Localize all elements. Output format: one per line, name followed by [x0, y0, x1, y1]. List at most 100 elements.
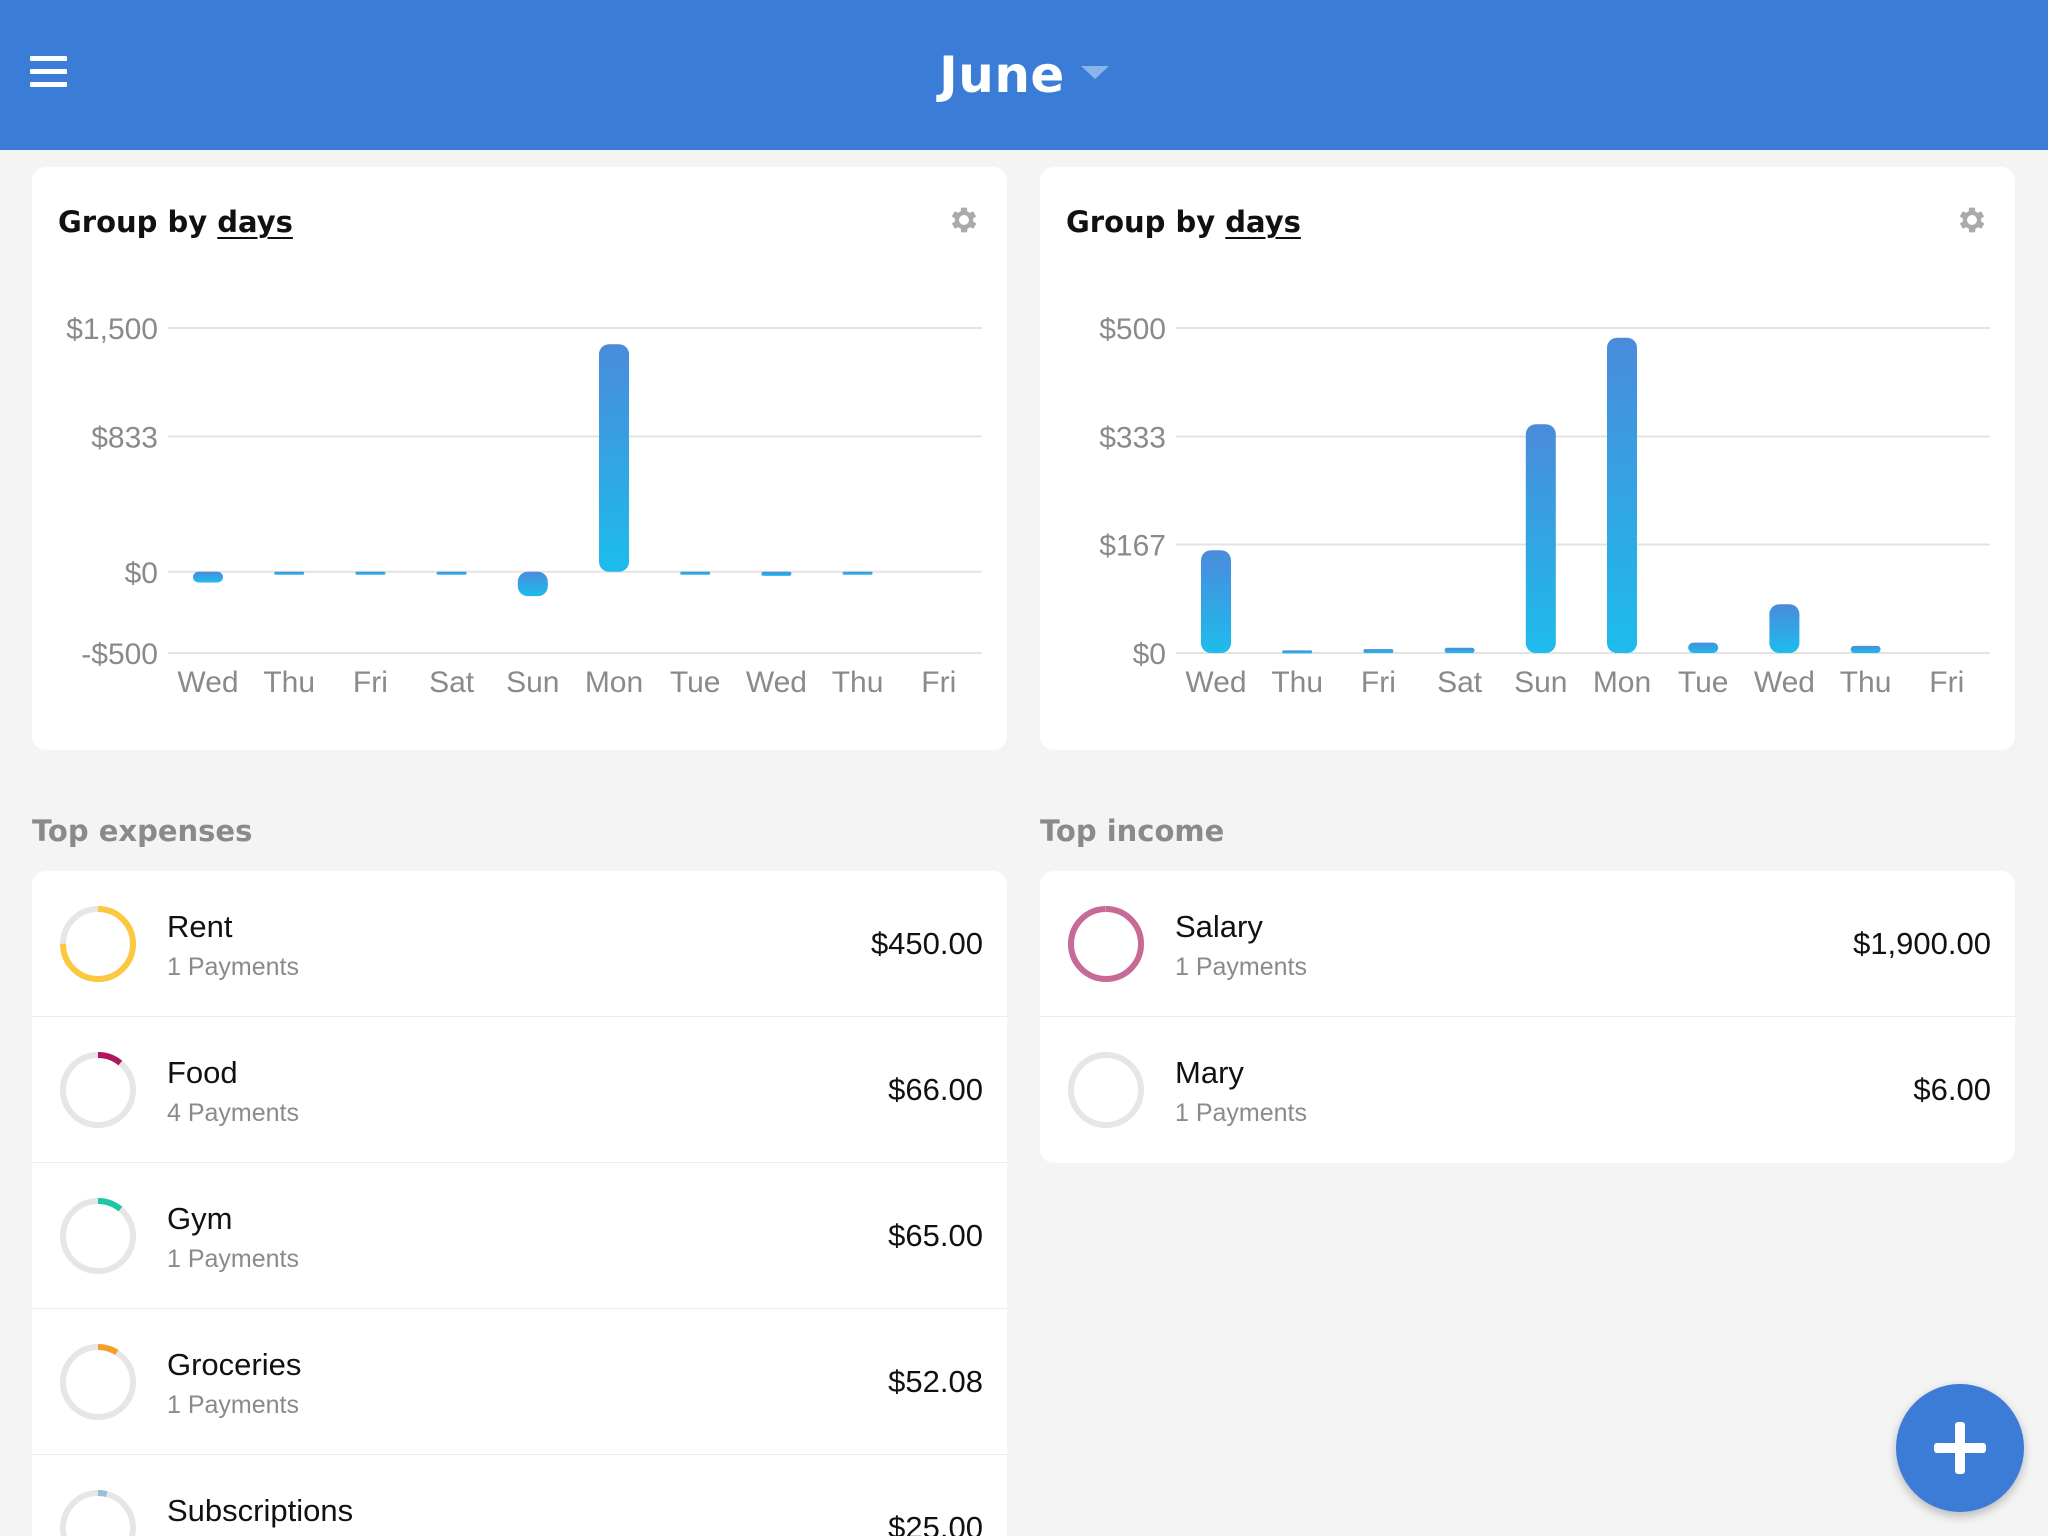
list-item-food[interactable]: Food 4 Payments $66.00: [32, 1017, 1007, 1163]
progress-ring-icon: [60, 1052, 136, 1128]
y-tick-label: $1,500: [66, 313, 158, 346]
chart-title-prefix: Group by: [1066, 205, 1226, 239]
expenses-list: Rent 1 Payments $450.00 Food 4 Payments $66.0…: [32, 871, 1007, 1536]
income-list: Salary 1 Payments $1,900.00 Mary 1 Payments $…: [1040, 871, 2015, 1163]
bar[interactable]: [274, 571, 305, 575]
x-tick-label: Wed: [746, 666, 807, 699]
x-tick-label: Thu: [1271, 666, 1323, 699]
bar[interactable]: [599, 344, 629, 572]
bar-chart: $0 $167 $333 $500 Wed Thu Fri Sat Sun Mon Tue Wed Th…: [1099, 313, 1990, 699]
bar-chart: -$500 $0 $833 $1,500 Wed Thu Fri Sat Sun Mon Tue We…: [66, 313, 982, 699]
top-income-heading: Top income: [1040, 814, 1225, 848]
item-payment-count: 4 Payments: [167, 1099, 300, 1127]
item-name: Salary: [1175, 909, 1263, 944]
group-by-link[interactable]: days: [1225, 205, 1301, 239]
x-tick-label: Mon: [585, 666, 643, 699]
bar[interactable]: [436, 571, 467, 575]
progress-ring-icon: [60, 1490, 136, 1536]
item-payment-count: 1 Payments: [1175, 1099, 1308, 1127]
y-tick-label: $0: [1133, 638, 1166, 671]
item-amount: $450.00: [870, 926, 983, 961]
item-amount: $1,900.00: [1853, 926, 1991, 961]
x-tick-label: Tue: [670, 666, 721, 699]
x-tick-label: Sun: [506, 666, 559, 699]
y-tick-label: $500: [1099, 313, 1166, 346]
progress-ring-icon: [1068, 906, 1144, 982]
x-tick-label: Wed: [177, 666, 238, 699]
x-tick-label: Wed: [1754, 666, 1815, 699]
bar[interactable]: [193, 571, 223, 583]
bar[interactable]: [1201, 550, 1231, 653]
y-tick-label: $333: [1099, 422, 1166, 455]
bar[interactable]: [1850, 645, 1881, 653]
item-name: Subscriptions: [167, 1493, 354, 1528]
x-tick-label: Tue: [1678, 666, 1729, 699]
item-payment-count: 1 Payments: [167, 1245, 300, 1273]
bar[interactable]: [355, 571, 386, 575]
bar[interactable]: [1769, 604, 1800, 653]
x-tick-label: Sat: [429, 666, 475, 699]
bar[interactable]: [761, 571, 792, 576]
progress-ring-icon: [1068, 1052, 1144, 1128]
y-tick-label: $167: [1099, 529, 1166, 562]
item-amount: $65.00: [888, 1218, 983, 1253]
x-tick-label: Fri: [1361, 666, 1396, 699]
bar[interactable]: [1525, 424, 1556, 653]
item-payment-count: 1 Payments: [167, 953, 300, 981]
item-name: Gym: [167, 1201, 233, 1236]
item-amount: $6.00: [1913, 1072, 1991, 1107]
bar[interactable]: [1282, 650, 1313, 654]
y-tick-label: $833: [91, 421, 158, 454]
bar[interactable]: [1607, 337, 1637, 653]
hamburger-menu-icon[interactable]: [30, 56, 70, 92]
item-name: Mary: [1175, 1055, 1244, 1090]
bar[interactable]: [680, 571, 711, 575]
x-tick-label: Thu: [1840, 666, 1892, 699]
x-tick-label: Mon: [1593, 666, 1651, 699]
app-bar: June: [0, 0, 2048, 150]
item-payment-count: 1 Payments: [1175, 953, 1308, 981]
bar[interactable]: [517, 571, 548, 597]
gear-icon[interactable]: [1955, 203, 1989, 237]
progress-ring-icon: [60, 1344, 136, 1420]
item-payment-count: 1 Payments: [167, 1391, 300, 1419]
x-tick-label: Fri: [921, 666, 956, 699]
x-tick-label: Sat: [1437, 666, 1483, 699]
y-tick-label: -$500: [81, 638, 158, 671]
add-transaction-button[interactable]: [1896, 1384, 2024, 1512]
x-tick-label: Wed: [1185, 666, 1246, 699]
progress-ring-icon: [60, 906, 136, 982]
item-name: Rent: [167, 909, 233, 944]
list-item-mary[interactable]: Mary 1 Payments $6.00: [1040, 1017, 2015, 1163]
item-name: Food: [167, 1055, 238, 1090]
chevron-down-icon[interactable]: [1080, 65, 1109, 79]
bar[interactable]: [1688, 642, 1719, 653]
item-amount: $52.08: [888, 1364, 983, 1399]
list-item-rent[interactable]: Rent 1 Payments $450.00: [32, 871, 1007, 1017]
month-selector[interactable]: June: [0, 0, 2048, 150]
group-by-link[interactable]: days: [217, 205, 293, 239]
x-tick-label: Thu: [832, 666, 884, 699]
gear-icon[interactable]: [947, 203, 981, 237]
list-item-subscriptions[interactable]: Subscriptions $25.00: [32, 1455, 1007, 1536]
chart-card-expenses: Group by days -$500 $0 $833 $1,500 Wed Thu Fri…: [32, 167, 1007, 750]
chart-title: Group by days: [1066, 205, 1301, 239]
x-tick-label: Fri: [353, 666, 388, 699]
x-tick-label: Fri: [1929, 666, 1964, 699]
bar[interactable]: [1363, 649, 1394, 653]
list-item-groceries[interactable]: Groceries 1 Payments $52.08: [32, 1309, 1007, 1455]
progress-ring-icon: [60, 1198, 136, 1274]
top-expenses-heading: Top expenses: [32, 814, 253, 848]
bar[interactable]: [842, 571, 873, 575]
y-tick-label: $0: [125, 557, 158, 590]
chart-card-income: Group by days $0 $167 $333 $500 Wed Thu Fri Sat…: [1040, 167, 2015, 750]
list-item-gym[interactable]: Gym 1 Payments $65.00: [32, 1163, 1007, 1309]
chart-title-prefix: Group by: [58, 205, 218, 239]
list-item-salary[interactable]: Salary 1 Payments $1,900.00: [1040, 871, 2015, 1017]
item-amount: $66.00: [888, 1072, 983, 1107]
bar[interactable]: [1444, 647, 1475, 653]
item-name: Groceries: [167, 1347, 302, 1382]
x-tick-label: Thu: [263, 666, 315, 699]
chart-title: Group by days: [58, 205, 293, 239]
page-title[interactable]: June: [939, 46, 1065, 104]
